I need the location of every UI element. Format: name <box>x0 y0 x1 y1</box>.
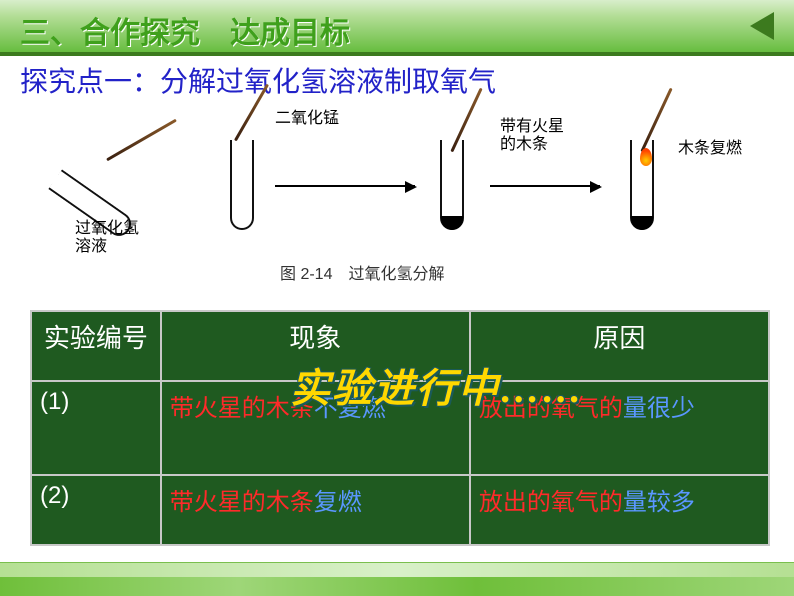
table-header-row: 实验编号 现象 原因 <box>31 311 769 381</box>
splint-1-icon <box>106 119 177 162</box>
splint-3-icon <box>640 88 672 153</box>
flame-icon <box>640 148 652 166</box>
test-tube-2-icon <box>230 140 254 230</box>
experiment-diagram: 过氧化氢 溶液 二氧化锰 带有火星 的木条 木条复燃 图 2-14 过氧化氢分解 <box>50 100 750 300</box>
arrow-1-icon <box>275 185 415 187</box>
col-header-phenomenon: 现象 <box>161 311 470 381</box>
diagram-caption: 图 2-14 过氧化氢分解 <box>280 260 444 284</box>
back-arrow-icon <box>750 12 774 40</box>
label-h2o2: 过氧化氢 溶液 <box>75 220 139 255</box>
row-2-reason: 放出的氧气的量较多 <box>470 475 769 545</box>
row-1-phenomenon: 带火星的木条不复燃 <box>161 381 470 475</box>
label-mno2: 二氧化锰 <box>275 110 339 128</box>
row-1-reason: 放出的氧气的量很少 <box>470 381 769 475</box>
table-row: (1) 带火星的木条不复燃 放出的氧气的量很少 <box>31 381 769 475</box>
label-splint: 带有火星 的木条 <box>500 118 564 153</box>
experiment-table: 实验编号 现象 原因 (1) 带火星的木条不复燃 放出的氧气的量很少 (2) 带… <box>30 310 770 546</box>
page-subtitle: 探究点一：分解过氧化氢溶液制取氧气 <box>20 60 496 100</box>
row-1-id: (1) <box>31 381 161 475</box>
header-bar: 三、合作探究 达成目标 <box>0 0 794 56</box>
col-header-reason: 原因 <box>470 311 769 381</box>
header-title: 三、合作探究 达成目标 <box>20 8 350 52</box>
table-row: (2) 带火星的木条复燃 放出的氧气的量较多 <box>31 475 769 545</box>
arrow-2-icon <box>490 185 600 187</box>
row-2-phenomenon: 带火星的木条复燃 <box>161 475 470 545</box>
row-2-id: (2) <box>31 475 161 545</box>
label-relit: 木条复燃 <box>678 140 742 158</box>
col-header-id: 实验编号 <box>31 311 161 381</box>
footer-decoration <box>0 574 794 596</box>
